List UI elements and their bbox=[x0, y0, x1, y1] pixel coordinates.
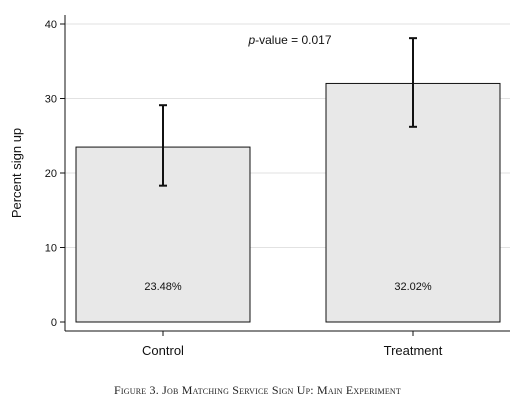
axes bbox=[60, 15, 510, 336]
y-axis-label: Percent sign up bbox=[9, 128, 24, 218]
data-label-treatment: 32.02% bbox=[394, 281, 432, 293]
figure-caption: Figure 3. Job Matching Service Sign Up: … bbox=[114, 383, 401, 397]
category-label-control: Control bbox=[142, 343, 184, 358]
category-label-treatment: Treatment bbox=[384, 343, 443, 358]
y-tick-label-0: 0 bbox=[51, 317, 57, 329]
bar-chart: 0 10 20 30 40 23.48% Control 32.02% Treatment Pe… bbox=[9, 15, 510, 358]
y-tick-label-30: 30 bbox=[45, 94, 57, 106]
error-bars bbox=[159, 37, 417, 187]
y-tick-label-40: 40 bbox=[45, 19, 57, 31]
labels: 0 10 20 30 40 23.48% Control 32.02% Treatment bbox=[45, 19, 443, 358]
p-value-italic: p bbox=[247, 33, 255, 47]
p-value-rest: -value = 0.017 bbox=[255, 33, 332, 47]
y-tick-label-20: 20 bbox=[45, 168, 57, 180]
y-tick-label-10: 10 bbox=[45, 243, 57, 255]
data-label-control: 23.48% bbox=[144, 281, 182, 293]
bars bbox=[75, 82, 501, 323]
p-value-annotation: p-value = 0.017 bbox=[247, 33, 331, 47]
